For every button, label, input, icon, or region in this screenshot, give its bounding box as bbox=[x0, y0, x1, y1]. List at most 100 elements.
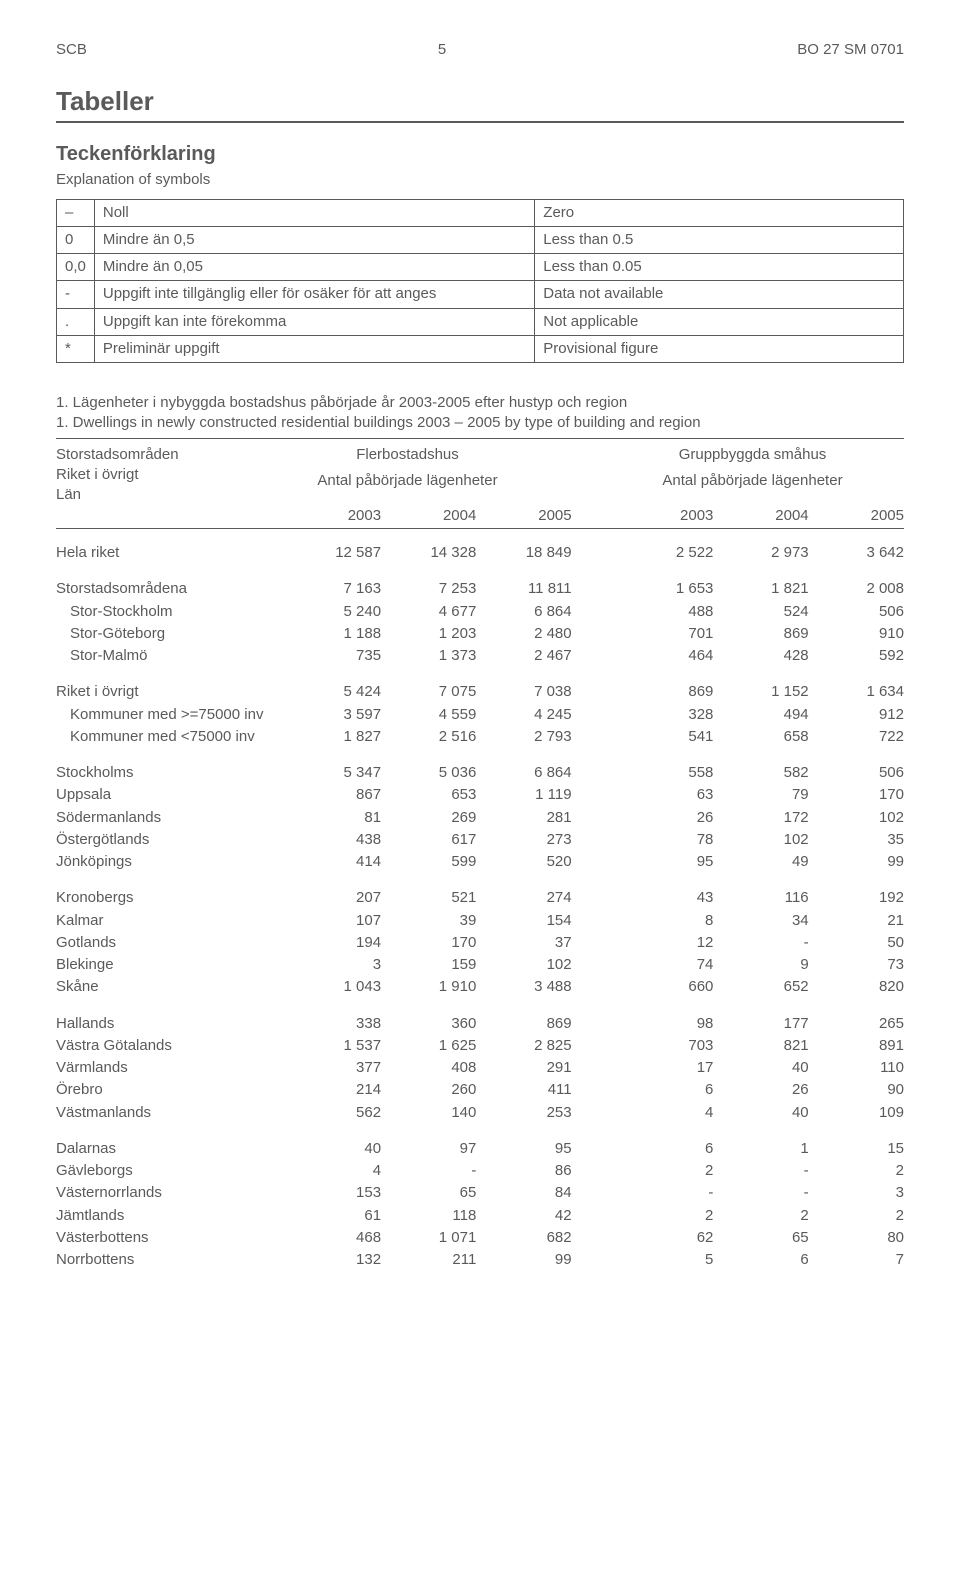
year-header: 2004 bbox=[381, 505, 476, 528]
cell: 37 bbox=[476, 932, 571, 954]
cell: 1 537 bbox=[286, 1035, 381, 1057]
cell: 274 bbox=[476, 887, 571, 909]
row-label: Östergötlands bbox=[56, 829, 286, 851]
cell: 84 bbox=[476, 1182, 571, 1204]
symbols-row: 0Mindre än 0,5Less than 0.5 bbox=[57, 226, 904, 253]
row-label: Värmlands bbox=[56, 1057, 286, 1079]
cell: 281 bbox=[476, 807, 571, 829]
row-label: Västernorrlands bbox=[56, 1182, 286, 1204]
cell: 653 bbox=[381, 784, 476, 806]
cell: 658 bbox=[713, 726, 808, 748]
cell: 97 bbox=[381, 1138, 476, 1160]
years-row: 200320042005200320042005 bbox=[56, 505, 904, 528]
symbol-sv: Preliminär uppgift bbox=[94, 335, 534, 362]
table-row: Norrbottens13221199567 bbox=[56, 1249, 904, 1271]
cell: - bbox=[713, 1182, 808, 1204]
row-label: Norrbottens bbox=[56, 1249, 286, 1271]
year-header: 2005 bbox=[809, 505, 904, 528]
cell: 102 bbox=[476, 954, 571, 976]
cell: 2 793 bbox=[476, 726, 571, 748]
cell: 172 bbox=[713, 807, 808, 829]
legend-title-en: Explanation of symbols bbox=[56, 170, 904, 190]
cell: 2 522 bbox=[618, 542, 713, 564]
cell: 494 bbox=[713, 704, 808, 726]
header-left: SCB bbox=[56, 40, 87, 60]
group-a-title: Flerbostadshus bbox=[256, 445, 559, 465]
cell: 12 587 bbox=[286, 542, 381, 564]
row-label: Västmanlands bbox=[56, 1102, 286, 1124]
cell: 3 597 bbox=[286, 704, 381, 726]
cell: 2 825 bbox=[476, 1035, 571, 1057]
cell: 3 bbox=[286, 954, 381, 976]
symbol-sv: Uppgift inte tillgänglig eller för osäke… bbox=[94, 281, 534, 308]
cell: 377 bbox=[286, 1057, 381, 1079]
cell: 8 bbox=[618, 910, 713, 932]
symbol-sv: Noll bbox=[94, 199, 534, 226]
cell: 102 bbox=[809, 807, 904, 829]
cell: 408 bbox=[381, 1057, 476, 1079]
symbol-en: Not applicable bbox=[535, 308, 904, 335]
table-row: Uppsala8676531 1196379170 bbox=[56, 784, 904, 806]
table-row: Kommuner med >=75000 inv3 5974 5594 2453… bbox=[56, 704, 904, 726]
row-label: Kronobergs bbox=[56, 887, 286, 909]
row-label: Kommuner med <75000 inv bbox=[56, 726, 286, 748]
cell: 1 203 bbox=[381, 623, 476, 645]
symbols-table: –NollZero0Mindre än 0,5Less than 0.50,0M… bbox=[56, 199, 904, 364]
cell: 1 653 bbox=[618, 578, 713, 600]
cell: 265 bbox=[809, 1013, 904, 1035]
table-row: Stor-Malmö7351 3732 467464428592 bbox=[56, 645, 904, 667]
symbols-row: .Uppgift kan inte förekommaNot applicabl… bbox=[57, 308, 904, 335]
cell: 40 bbox=[713, 1057, 808, 1079]
cell: 78 bbox=[618, 829, 713, 851]
cell: 6 bbox=[713, 1249, 808, 1271]
cell: 438 bbox=[286, 829, 381, 851]
cell: 159 bbox=[381, 954, 476, 976]
table-row: Dalarnas4097956115 bbox=[56, 1138, 904, 1160]
cell: 1 bbox=[713, 1138, 808, 1160]
cell: 132 bbox=[286, 1249, 381, 1271]
cell: 107 bbox=[286, 910, 381, 932]
cell: 1 821 bbox=[713, 578, 808, 600]
cell: 2 bbox=[618, 1205, 713, 1227]
cell: 562 bbox=[286, 1102, 381, 1124]
cell: 524 bbox=[713, 601, 808, 623]
cell: 61 bbox=[286, 1205, 381, 1227]
row-label: Hallands bbox=[56, 1013, 286, 1035]
cell: 40 bbox=[286, 1138, 381, 1160]
table-row: Hela riket12 58714 32818 8492 5222 9733 … bbox=[56, 542, 904, 564]
cell: 1 152 bbox=[713, 681, 808, 703]
cell: 5 036 bbox=[381, 762, 476, 784]
cell: 869 bbox=[476, 1013, 571, 1035]
table1-caption-en: 1. Dwellings in newly constructed reside… bbox=[56, 413, 904, 433]
symbol-en: Zero bbox=[535, 199, 904, 226]
cell: 7 163 bbox=[286, 578, 381, 600]
cell: 2 516 bbox=[381, 726, 476, 748]
row-label: Kalmar bbox=[56, 910, 286, 932]
cell: 912 bbox=[809, 704, 904, 726]
cell: 1 119 bbox=[476, 784, 571, 806]
cell: 821 bbox=[713, 1035, 808, 1057]
symbol-cell: - bbox=[57, 281, 95, 308]
cell: 2 bbox=[809, 1160, 904, 1182]
table1-group-header: Storstadsområden Riket i övrigt Län Fler… bbox=[56, 445, 904, 506]
row-label: Jämtlands bbox=[56, 1205, 286, 1227]
cell: 7 bbox=[809, 1249, 904, 1271]
cell: 468 bbox=[286, 1227, 381, 1249]
cell: 910 bbox=[809, 623, 904, 645]
symbol-en: Data not available bbox=[535, 281, 904, 308]
row-label: Blekinge bbox=[56, 954, 286, 976]
symbol-sv: Mindre än 0,5 bbox=[94, 226, 534, 253]
cell: 110 bbox=[809, 1057, 904, 1079]
table-row: Västmanlands562140253440109 bbox=[56, 1102, 904, 1124]
cell: 7 075 bbox=[381, 681, 476, 703]
cell: 1 634 bbox=[809, 681, 904, 703]
row-label: Jönköpings bbox=[56, 851, 286, 873]
table-row: Stor-Göteborg1 1881 2032 480701869910 bbox=[56, 623, 904, 645]
cell: 211 bbox=[381, 1249, 476, 1271]
cell: 80 bbox=[809, 1227, 904, 1249]
cell: 15 bbox=[809, 1138, 904, 1160]
cell: 891 bbox=[809, 1035, 904, 1057]
cell: 411 bbox=[476, 1079, 571, 1101]
symbols-row: –NollZero bbox=[57, 199, 904, 226]
cell: 86 bbox=[476, 1160, 571, 1182]
